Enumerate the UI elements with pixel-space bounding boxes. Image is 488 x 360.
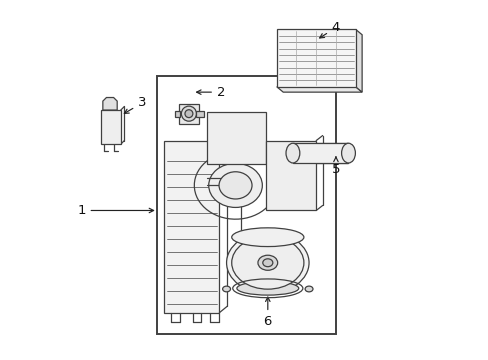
Ellipse shape <box>219 172 251 199</box>
Text: 2: 2 <box>196 86 225 99</box>
Polygon shape <box>102 98 117 110</box>
Ellipse shape <box>262 259 272 267</box>
Bar <box>179 104 199 124</box>
Ellipse shape <box>208 163 262 207</box>
Bar <box>292 143 348 163</box>
Bar <box>163 140 219 313</box>
Ellipse shape <box>222 286 230 292</box>
Ellipse shape <box>236 282 298 295</box>
Ellipse shape <box>231 228 303 247</box>
Bar <box>265 140 316 211</box>
Ellipse shape <box>226 232 308 293</box>
Bar <box>101 110 121 144</box>
Bar <box>156 76 335 334</box>
Bar <box>196 111 204 117</box>
Ellipse shape <box>341 143 355 163</box>
Ellipse shape <box>181 106 196 121</box>
Text: 6: 6 <box>263 297 271 328</box>
Text: 1: 1 <box>77 204 153 217</box>
Polygon shape <box>276 87 362 92</box>
Text: 5: 5 <box>331 157 340 176</box>
Ellipse shape <box>231 237 303 289</box>
Ellipse shape <box>305 286 312 292</box>
Text: 4: 4 <box>319 21 340 38</box>
Bar <box>276 30 355 87</box>
Ellipse shape <box>285 143 299 163</box>
Ellipse shape <box>184 110 192 118</box>
Ellipse shape <box>258 255 277 270</box>
Bar <box>174 111 179 117</box>
Text: 3: 3 <box>124 96 146 113</box>
Bar <box>206 112 265 164</box>
Polygon shape <box>355 30 362 92</box>
